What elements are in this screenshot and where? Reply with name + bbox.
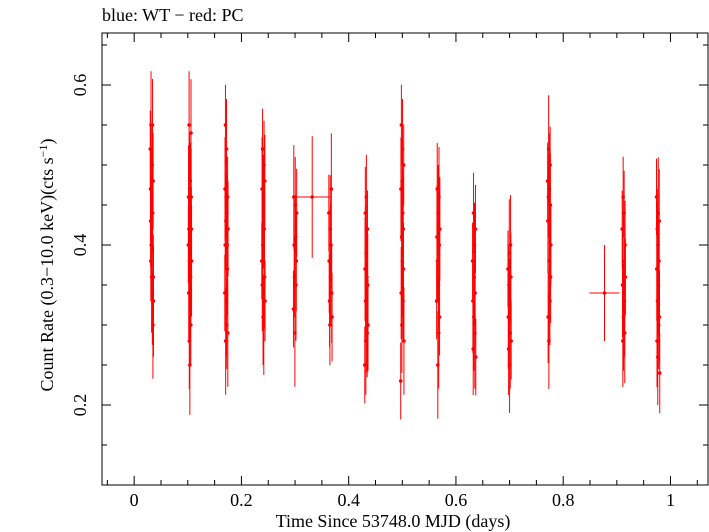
data-point	[329, 187, 334, 191]
y-axis-label-main: Count Rate (0.3−10.0 keV)(cts s	[37, 157, 58, 391]
y-tick-label: 0.4	[70, 234, 90, 257]
data-point	[226, 331, 230, 335]
data-point	[310, 195, 315, 199]
data-point	[657, 315, 662, 319]
data-point	[657, 371, 662, 375]
data-point	[150, 123, 155, 127]
data-point	[226, 227, 230, 231]
data-point	[294, 211, 299, 215]
x-tick-label: 0.4	[337, 490, 360, 510]
data-point	[656, 323, 661, 327]
x-tick-label: 0.8	[552, 490, 575, 510]
x-tick-label: 1	[666, 490, 675, 510]
data-point	[438, 227, 442, 231]
data-point	[509, 275, 513, 279]
data-point	[402, 339, 406, 343]
data-point	[189, 131, 193, 135]
data-point	[224, 147, 229, 151]
data-point	[225, 267, 230, 271]
x-tick-label: 0	[130, 490, 139, 510]
x-axis: 0 0.2 0.4 0.6 0.8 1	[106, 33, 698, 510]
data-point	[401, 163, 406, 167]
y-tick-label: 0.2	[70, 394, 90, 417]
data-point	[366, 323, 370, 327]
data-point	[437, 315, 442, 319]
y-tick-label: 0.6	[70, 74, 90, 97]
data-point	[398, 379, 403, 383]
data-point	[151, 299, 156, 303]
data-point	[151, 323, 155, 327]
data-point	[365, 227, 370, 231]
data-point	[187, 123, 191, 127]
data-point	[622, 331, 627, 335]
data-point	[549, 243, 553, 247]
data-point	[292, 195, 296, 199]
data-point	[473, 227, 478, 231]
data-point	[330, 315, 334, 319]
data-point	[328, 323, 332, 327]
y-axis-label: Count Rate (0.3−10.0 keV)(cts s−1)	[36, 139, 58, 392]
data-point	[151, 179, 155, 183]
data-series	[148, 71, 662, 420]
data-point	[657, 219, 662, 223]
data-point	[473, 355, 478, 359]
x-tick-label: 0.2	[230, 490, 253, 510]
data-point	[189, 259, 194, 263]
x-axis-label: Time Since 53748.0 MJD (days)	[276, 511, 511, 532]
data-point	[437, 243, 442, 247]
y-axis-label-close: )	[37, 139, 58, 145]
y-axis: 0.2 0.4 0.6	[70, 44, 708, 446]
chart-title: blue: WT − red: PC	[102, 5, 243, 25]
data-point	[602, 291, 607, 295]
data-point	[548, 299, 552, 303]
data-point	[260, 147, 265, 151]
data-point	[623, 275, 628, 279]
data-point	[189, 323, 193, 327]
data-point	[509, 339, 513, 343]
y-axis-label-sup: −1	[36, 145, 50, 158]
plot-frame	[101, 32, 709, 486]
data-point	[473, 291, 477, 295]
data-point	[263, 299, 267, 303]
data-point	[294, 259, 299, 263]
x-tick-label: 0.6	[445, 490, 468, 510]
data-point	[262, 163, 266, 167]
data-point	[401, 267, 406, 271]
data-point	[262, 179, 267, 183]
